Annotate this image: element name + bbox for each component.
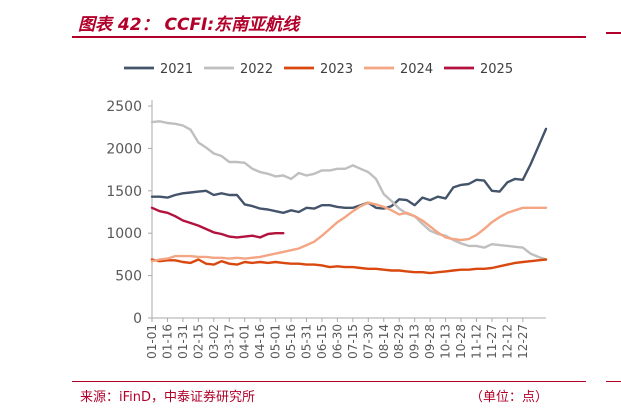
x-tick-label: 09-13 — [408, 324, 422, 359]
x-tick-label: 07-30 — [361, 324, 375, 359]
figure-title: 图表 42： CCFI:东南亚航线 — [78, 15, 300, 35]
x-tick-label: 05-31 — [300, 324, 314, 359]
y-tick-label: 2000 — [106, 141, 142, 157]
series-line-2021 — [150, 127, 548, 215]
x-tick-label: 01-16 — [160, 324, 174, 359]
x-tick-label: 12-12 — [500, 324, 514, 359]
x-tick-label: 06-15 — [315, 324, 329, 359]
x-tick-label: 04-01 — [238, 324, 252, 359]
x-tick-label: 05-16 — [284, 324, 298, 359]
adjacent-figure-stub — [606, 32, 621, 34]
chart-legend: 2021 2022 2023 2024 2025 — [124, 62, 513, 77]
x-tick-label: 06-30 — [330, 324, 344, 359]
x-tick-label: 02-15 — [191, 324, 205, 359]
chart-axes: 0 500 1000 1500 2000 2500 01-01 01-16 01-31 02-15… — [106, 99, 546, 359]
x-tick-label: 11-12 — [469, 324, 483, 359]
legend-label-2021: 2021 — [160, 62, 193, 77]
x-tick-label: 10-13 — [439, 324, 453, 359]
x-tick-label: 08-14 — [377, 324, 391, 359]
adjacent-figure-stub-bottom — [606, 381, 621, 382]
x-tick-label: 04-16 — [253, 324, 267, 359]
source-divider — [72, 381, 586, 382]
source-note: 来源：iFinD，中泰证券研究所 — [80, 390, 256, 405]
x-tick-label: 10-28 — [454, 324, 468, 359]
y-tick-label: 1000 — [106, 226, 142, 242]
legend-label-2023: 2023 — [320, 62, 353, 77]
series-line-2023 — [150, 258, 548, 275]
legend-label-2025: 2025 — [480, 62, 513, 77]
y-tick-label: 0 — [133, 311, 142, 327]
x-tick-label: 03-17 — [222, 324, 236, 359]
plot-area — [150, 120, 548, 275]
legend-label-2024: 2024 — [400, 62, 433, 77]
figure-title-bar: 图表 42： CCFI:东南亚航线 — [0, 4, 586, 38]
series-line-2025 — [150, 206, 285, 239]
legend-label-2022: 2022 — [240, 62, 273, 77]
chart-container: 2021 2022 2023 2024 2025 0 500 1000 1500 2000 250… — [72, 40, 586, 380]
series-line-2024 — [150, 201, 548, 263]
title-underline — [72, 36, 586, 38]
series-line-2022 — [150, 120, 548, 261]
x-tick-label: 01-01 — [145, 324, 159, 359]
x-tick-label: 12-27 — [516, 324, 530, 359]
x-tick-label: 08-29 — [392, 324, 406, 359]
y-tick-label: 1500 — [106, 184, 142, 200]
x-tick-label: 03-02 — [207, 324, 221, 359]
x-tick-label: 07-15 — [346, 324, 360, 359]
x-tick-label: 05-01 — [269, 324, 283, 359]
x-tick-label: 01-31 — [176, 324, 190, 359]
line-chart: 2021 2022 2023 2024 2025 0 500 1000 1500 2000 250… — [106, 62, 548, 359]
x-tick-label: 11-27 — [485, 324, 499, 359]
y-tick-label: 500 — [115, 269, 142, 285]
y-tick-label: 2500 — [106, 99, 142, 115]
x-tick-label: 09-28 — [423, 324, 437, 359]
unit-note: （单位：点） — [470, 390, 549, 405]
